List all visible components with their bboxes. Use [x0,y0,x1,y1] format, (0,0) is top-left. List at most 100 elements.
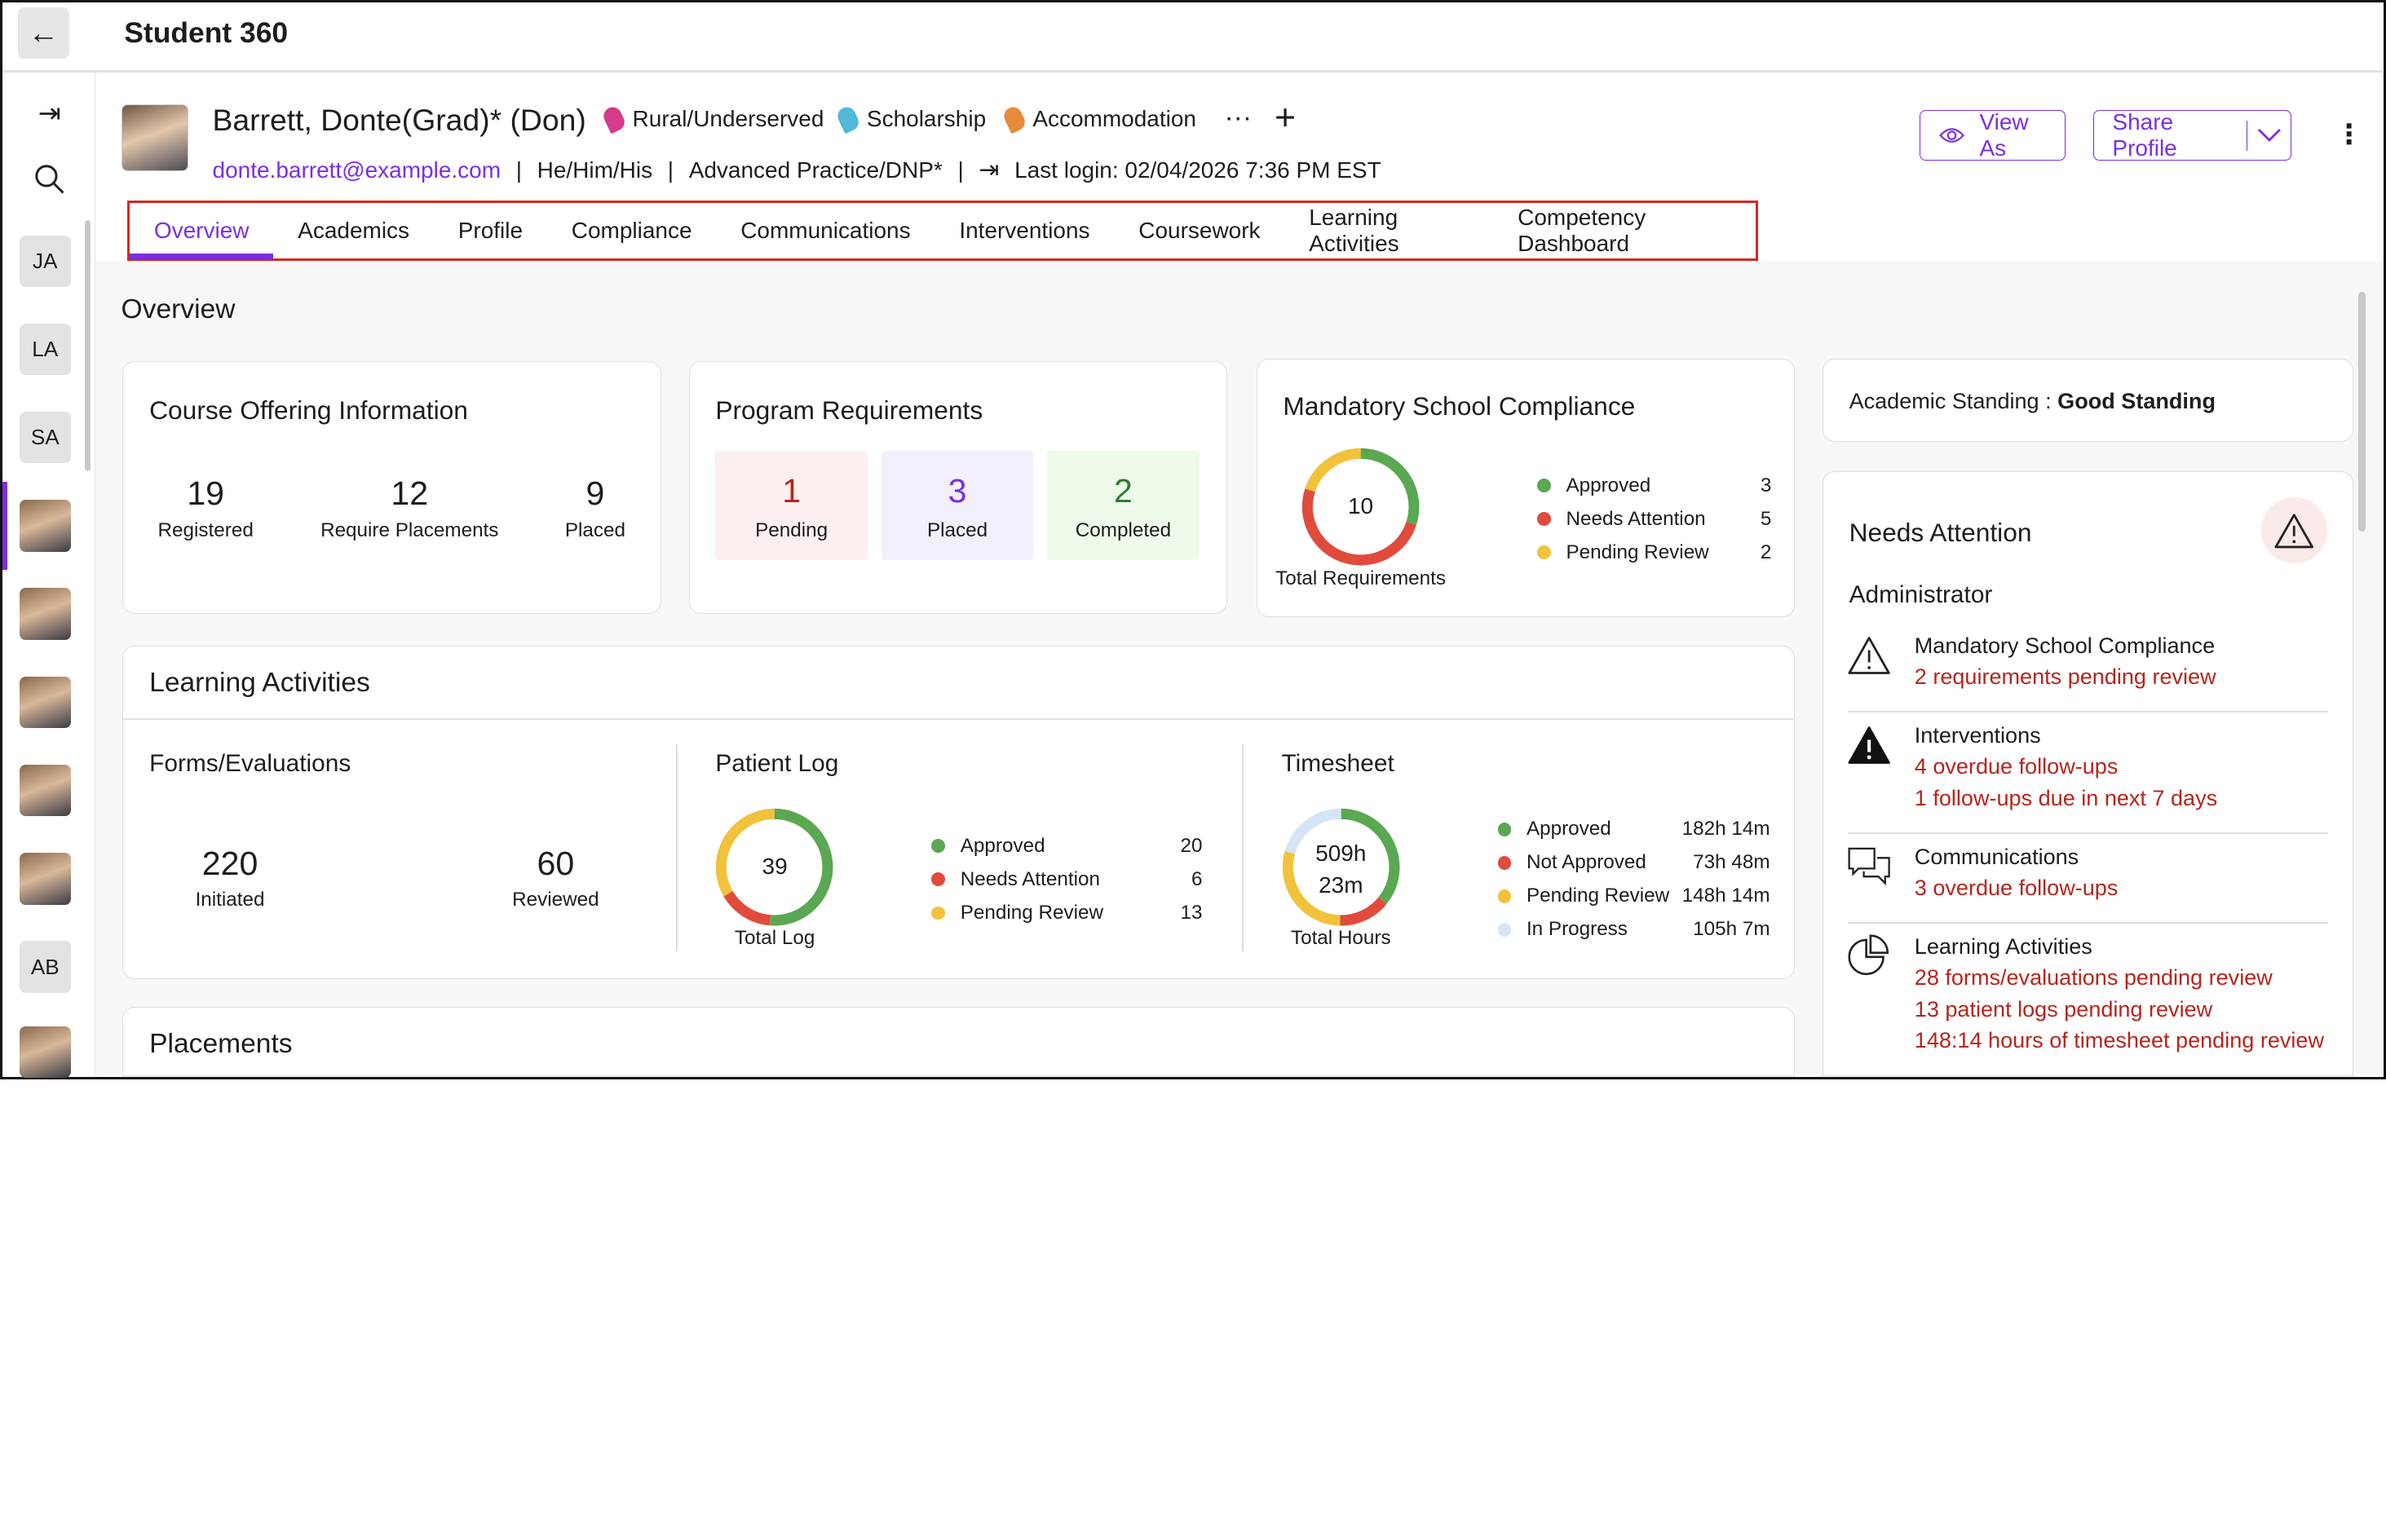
tab-interventions[interactable]: Interventions [959,217,1090,243]
needs-attention-item[interactable]: Communications 3 overdue follow-ups [1848,845,2329,1450]
student-initials-avatar[interactable]: JA [19,235,71,287]
pending-box[interactable]: 1 Pending [715,450,868,560]
patient-log-donut-chart [716,809,833,926]
tag-scholarship[interactable]: Scholarship [835,104,986,135]
legend-label: Pending Review [1526,885,1670,907]
rail-scrollbar[interactable] [84,219,91,471]
tab-compliance[interactable]: Compliance [571,217,692,243]
donut-center-value: 509h 23m [1315,840,1367,898]
needs-attention-card: Needs Attention Administrator Mandatory … [1822,470,2354,1077]
student-initials-avatar[interactable]: AB [19,941,71,993]
eye-icon [1938,128,1964,143]
divider [675,744,678,951]
legend-value: 3 [1760,474,1772,496]
email-link[interactable]: donte.barrett@example.com [212,157,502,183]
needs-attention-item[interactable]: Mandatory School Compliance 2 requirement… [1848,633,2329,1239]
tag-accommodation[interactable]: Accommodation [1001,104,1196,135]
tab-learning-activities[interactable]: Learning Activities [1309,204,1399,256]
legend-dot [1537,512,1551,526]
student-photo-avatar[interactable] [19,1026,71,1079]
student-photo-avatar[interactable] [19,764,71,817]
tag-label: Rural/Underserved [632,105,824,131]
kebab-menu-icon[interactable]: ⋮ [2335,119,2363,150]
legend-label: Pending Review [960,901,1103,924]
last-login: Last login: 02/04/2026 7:36 PM EST [1014,157,1381,183]
legend-value: 182h 14m [1681,818,1770,841]
stat-initiated: 220 Initiated [195,844,265,911]
tab-communications[interactable]: Communications [740,217,911,243]
top-bar [2,2,2383,73]
divider [1242,744,1244,951]
divider [123,718,1793,720]
needs-attention-item[interactable]: Interventions 4 overdue follow-ups 1 follo… [1848,723,2329,1329]
stat-placed: 9 Placed [564,474,625,541]
tab-coursework[interactable]: Coursework [1138,217,1261,243]
student-photo-avatar[interactable] [19,853,71,905]
legend-dot [931,906,946,920]
tag-icon [1001,104,1028,135]
tab-profile[interactable]: Profile [457,217,524,243]
separator: | [667,157,674,183]
completed-box[interactable]: 2 Completed [1047,450,1200,560]
page-title: Overview [121,294,236,325]
card-title: Needs Attention [1849,517,2032,547]
donut-segment-in-progress [1282,809,1400,926]
legend-value: 105h 7m [1693,918,1770,941]
view-as-button[interactable]: View As [1920,109,2066,161]
student-photo-avatar[interactable] [19,588,71,640]
legend-value: 6 [1191,867,1203,890]
more-tags-button[interactable]: ··· [1224,103,1253,134]
legend-dot [1497,923,1512,937]
legend-label: Pending Review [1566,541,1709,563]
stat-reviewed: 60 Reviewed [512,844,599,911]
donut-center-value: 39 [762,854,788,880]
tab-academics[interactable]: Academics [298,217,410,243]
needs-attention-item[interactable]: Learning Activities 28 forms/evaluations … [1848,934,2329,1540]
legend-dot [1497,889,1512,903]
item-reason-link[interactable]: 3 overdue follow-ups [1914,876,2119,901]
share-profile-button[interactable]: Share Profile [2093,109,2291,161]
tag-rural-underserved[interactable]: Rural/Underserved [600,104,824,135]
item-title: Mandatory School Compliance [1914,633,2216,658]
separator: | [515,157,522,183]
tag-icon [600,104,628,135]
item-reason-link[interactable]: 4 overdue follow-ups [1914,754,2119,779]
divider [1847,710,2329,713]
program: Advanced Practice/DNP* [688,157,943,183]
collapse-rail-icon[interactable]: ⇥ [38,99,61,130]
mandatory-legend: Approved 3 Needs Attention 5 Pending Review 2 [1537,469,1771,727]
student-photo-avatar[interactable] [19,500,71,552]
content-scrollbar[interactable] [2357,291,2366,532]
view-as-label: View As [1979,109,2029,161]
card-title: Course Offering Information [149,395,468,426]
donut-caption: Total Log [734,926,815,949]
item-reason-link[interactable]: 13 patient logs pending review [1914,996,2213,1022]
legend-label: Approved [1566,474,1651,496]
separator: | [957,157,964,183]
student-initials-avatar[interactable]: SA [19,411,71,464]
item-reason-link[interactable]: 148:14 hours of timesheet pending review [1914,1028,2324,1053]
item-reason-link[interactable]: 2 requirements pending review [1914,664,2216,689]
placed-box[interactable]: 3 Placed [881,450,1034,560]
timesheet-legend: Approved 182h 14m Not Approved 73h 48m Pendi… [1497,813,1770,1146]
chevron-down-icon[interactable] [2247,120,2281,151]
legend-item: Pending Review 13 [931,896,1202,929]
student-name: Barrett, Donte(Grad)* (Don) [212,103,586,138]
item-reason-link[interactable]: 28 forms/evaluations pending review [1914,965,2273,991]
back-button[interactable]: ← [17,7,70,60]
donut-caption: Total Requirements [1275,567,1446,590]
item-reason-link[interactable]: 1 follow-ups due in next 7 days [1914,785,2218,810]
student-360-app: ← Student 360 ⇥ Barrett, Donte(Grad)* (D… [0,0,2386,1079]
stat-registered: 19 Registered [157,474,254,541]
legend-label: In Progress [1526,918,1628,941]
tab-competency-dashboard[interactable]: Competency Dashboard [1518,204,1646,256]
search-icon[interactable] [30,159,70,199]
item-title: Interventions [1914,722,2041,748]
section-title: Forms/Evaluations [149,750,351,778]
student-photo-avatar[interactable] [19,676,71,729]
legend-item: Needs Attention 5 [1537,502,1771,536]
legend-item: Needs Attention 6 [931,863,1202,896]
student-initials-avatar[interactable]: LA [19,323,71,376]
tab-overview[interactable]: Overview [130,203,274,260]
add-tag-button[interactable]: + [1275,96,1297,138]
